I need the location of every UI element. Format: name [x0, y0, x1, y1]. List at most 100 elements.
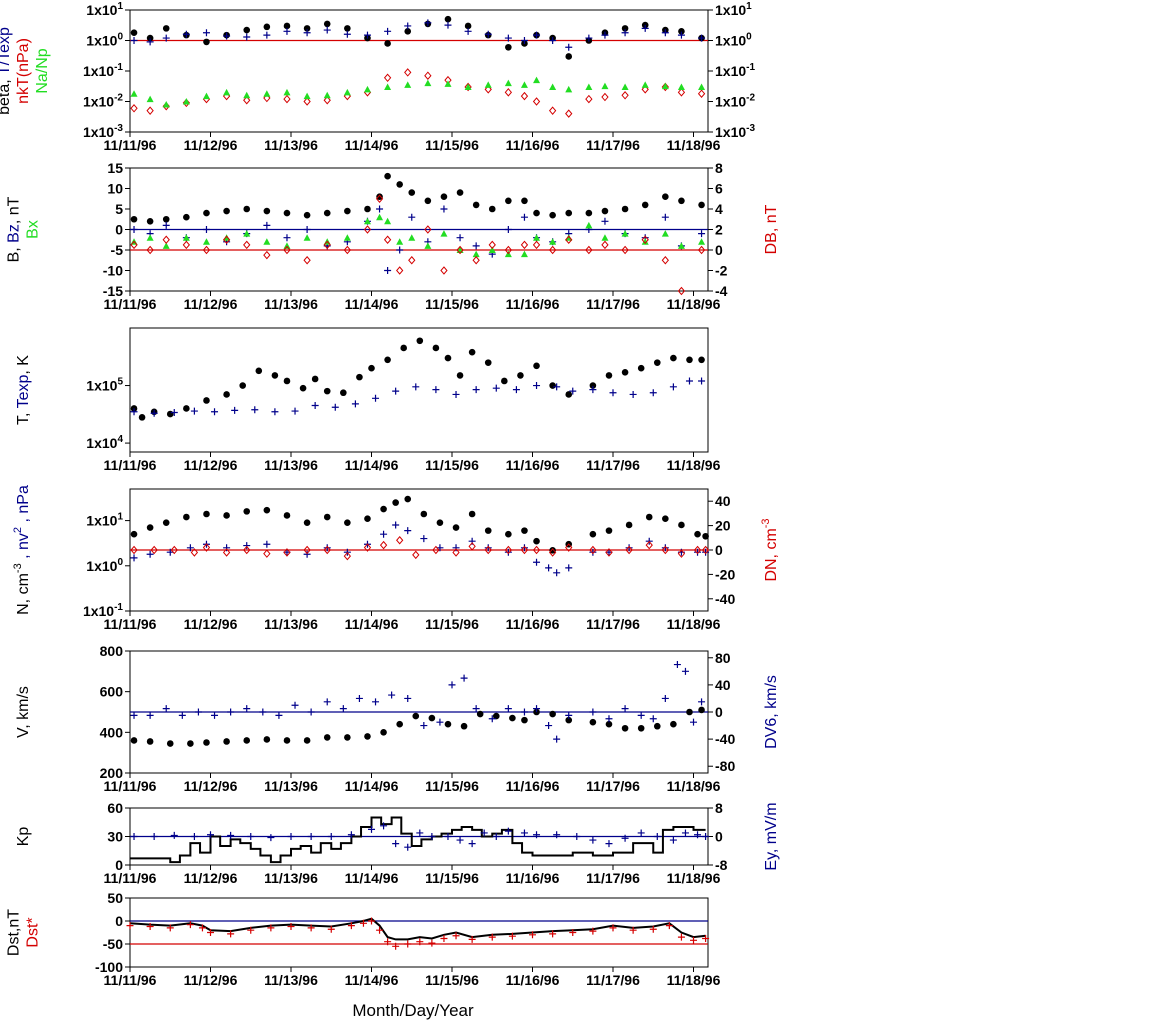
y2-tick-label-base: 1x10 [715, 33, 746, 49]
series-black [130, 706, 705, 747]
data-point [416, 337, 424, 345]
data-point [702, 833, 710, 840]
data-point [661, 82, 669, 90]
data-point [662, 193, 669, 200]
data-point [211, 408, 219, 416]
y2-axis-title-line-1: DB, nT [763, 204, 780, 254]
data-point [243, 545, 251, 555]
y-tick-label: -100 [95, 959, 123, 975]
x-tick-label: 11/17/96 [586, 870, 640, 886]
data-point [641, 238, 649, 245]
data-point [653, 833, 661, 840]
data-point [412, 550, 420, 560]
data-point [549, 930, 557, 938]
data-point [182, 98, 190, 105]
data-point [392, 387, 400, 395]
data-point [146, 218, 154, 225]
data-point [130, 545, 138, 555]
data-point [384, 83, 392, 90]
y-axis-title-part: Bx [25, 220, 42, 239]
x-tick-label: 11/18/96 [667, 137, 721, 153]
data-point [203, 38, 210, 46]
data-point [259, 708, 267, 716]
y2-tick-label: 0 [715, 704, 723, 720]
series-black [130, 172, 705, 225]
data-point [363, 217, 371, 225]
data-point [480, 829, 488, 837]
data-point [468, 840, 476, 848]
series-black [130, 15, 705, 60]
data-point [146, 711, 154, 719]
data-point [549, 83, 557, 90]
x-tick-label: 11/15/96 [425, 457, 479, 473]
data-point [343, 551, 352, 561]
data-point [355, 694, 363, 702]
data-point [263, 549, 271, 558]
data-point [520, 81, 528, 88]
data-point [625, 544, 633, 552]
y2-tick-label-base: 1x10 [715, 2, 746, 18]
data-point [589, 836, 597, 844]
y-tick-label-base: 1x10 [83, 63, 114, 79]
data-point [533, 362, 540, 370]
data-point [323, 91, 331, 99]
data-point [601, 92, 609, 102]
data-point [162, 215, 170, 223]
data-point [146, 38, 154, 46]
data-point [323, 544, 331, 552]
data-point [553, 735, 561, 743]
data-point [408, 213, 416, 221]
y-tick-label: -50 [103, 936, 123, 952]
data-point [621, 834, 629, 842]
series-blue [130, 377, 706, 417]
data-point [698, 377, 706, 385]
data-point [404, 527, 412, 535]
data-point [263, 93, 271, 103]
data-point [677, 933, 685, 941]
data-point [565, 209, 573, 217]
data-point [621, 205, 629, 213]
data-point [384, 27, 392, 35]
data-point [231, 406, 239, 414]
data-point [601, 217, 609, 225]
data-point [468, 348, 476, 356]
data-point [601, 82, 609, 90]
panel-2: 15 10 5 0 -5 -10 -15 8 6 4 2 0 -2 -4 11/11/96 11/12/96 1… [6, 160, 781, 312]
data-point [303, 545, 311, 555]
data-point [686, 356, 693, 364]
data-point [444, 15, 452, 23]
data-point [670, 354, 677, 362]
data-point [408, 255, 416, 265]
data-point [677, 549, 686, 558]
series-green [130, 76, 706, 108]
data-point [243, 205, 251, 213]
data-point [380, 729, 387, 736]
data-point [283, 22, 291, 30]
x-tick-label: 11/17/96 [586, 972, 640, 988]
data-point [504, 226, 512, 233]
data-point [283, 737, 291, 744]
data-point [343, 30, 351, 38]
x-tick-label: 11/14/96 [345, 778, 399, 794]
data-point [408, 189, 416, 196]
data-point [649, 389, 657, 397]
x-tick-label: 11/13/96 [264, 870, 318, 886]
data-point [303, 737, 311, 744]
data-point [263, 207, 271, 215]
data-point [182, 234, 190, 241]
data-point [504, 705, 512, 713]
y2-axis-title-line-1: DN, cm-3 [760, 518, 780, 581]
y-tick-label: -5 [111, 242, 124, 258]
data-point [661, 545, 669, 555]
data-point [456, 372, 464, 379]
y2-axis-title-part: DV6, km/s [763, 675, 780, 749]
y2-tick-label: 0 [715, 242, 723, 258]
x-tick-label: 11/14/96 [345, 870, 399, 886]
y2-tick-label: 80 [715, 650, 731, 666]
y-tick-label: 1x104 [86, 434, 123, 451]
data-point [283, 377, 291, 385]
data-point [701, 545, 710, 555]
data-point [311, 375, 319, 383]
data-point [432, 545, 440, 555]
data-point [472, 250, 480, 258]
